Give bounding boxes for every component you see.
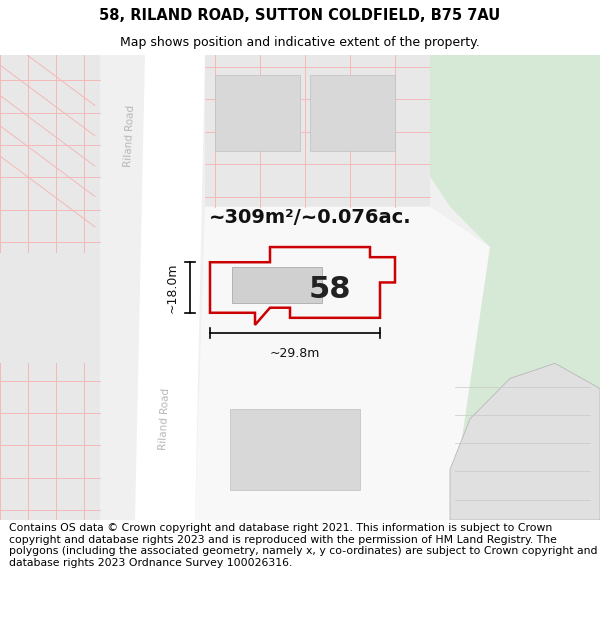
Polygon shape: [450, 247, 600, 520]
Polygon shape: [430, 55, 600, 308]
Text: Riland Road: Riland Road: [158, 388, 172, 450]
Bar: [230, 409, 360, 489]
Bar: [232, 268, 322, 302]
Text: Map shows position and indicative extent of the property.: Map shows position and indicative extent…: [120, 36, 480, 49]
Bar: [310, 75, 395, 151]
Polygon shape: [195, 207, 490, 520]
Polygon shape: [450, 363, 600, 520]
Text: 58: 58: [309, 275, 351, 304]
Text: Contains OS data © Crown copyright and database right 2021. This information is : Contains OS data © Crown copyright and d…: [9, 523, 598, 568]
Text: 58, RILAND ROAD, SUTTON COLDFIELD, B75 7AU: 58, RILAND ROAD, SUTTON COLDFIELD, B75 7…: [100, 8, 500, 23]
Bar: [215, 75, 300, 151]
Text: ~18.0m: ~18.0m: [166, 262, 179, 312]
Polygon shape: [0, 363, 100, 520]
Polygon shape: [450, 379, 600, 520]
Polygon shape: [0, 55, 100, 252]
Text: Riland Road: Riland Road: [124, 104, 137, 167]
Text: ~309m²/~0.076ac.: ~309m²/~0.076ac.: [209, 208, 412, 227]
Bar: [0, 55, 100, 520]
Polygon shape: [205, 55, 430, 207]
Polygon shape: [135, 55, 205, 520]
Text: ~29.8m: ~29.8m: [270, 347, 320, 360]
